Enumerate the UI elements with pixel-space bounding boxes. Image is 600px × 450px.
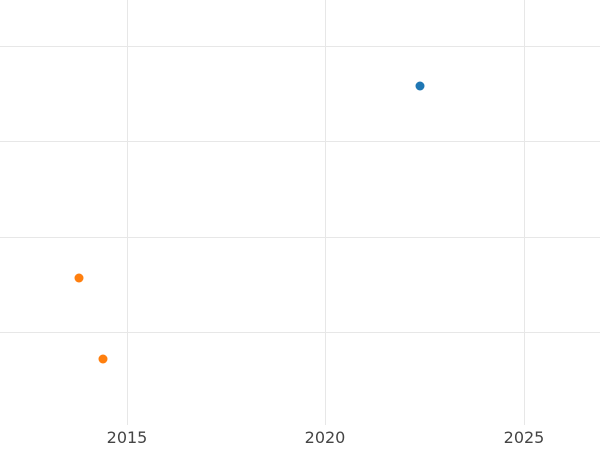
- v-gridline: [325, 0, 326, 425]
- h-gridline: [0, 141, 600, 142]
- h-gridline: [0, 332, 600, 333]
- v-gridline: [127, 0, 128, 425]
- data-point: [415, 81, 424, 90]
- h-gridline: [0, 46, 600, 47]
- x-tick-label: 2015: [106, 428, 148, 447]
- h-gridline: [0, 237, 600, 238]
- data-point: [74, 273, 84, 282]
- v-gridline: [524, 0, 525, 425]
- x-tick-label: 2020: [304, 428, 346, 447]
- data-point: [98, 354, 107, 363]
- x-tick-label: 2025: [503, 428, 545, 447]
